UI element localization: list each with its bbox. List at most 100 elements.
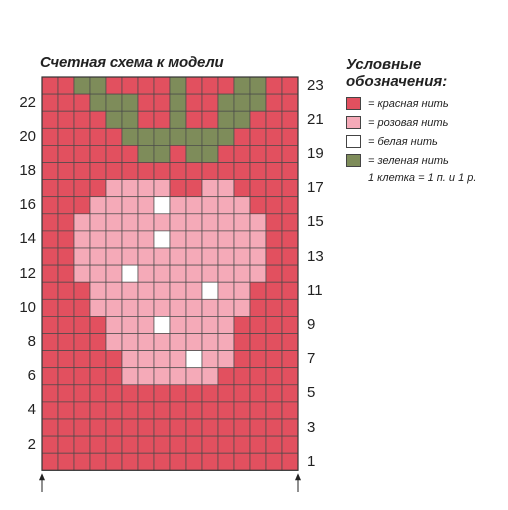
stitch-cell bbox=[169, 281, 187, 300]
stitch-cell bbox=[281, 281, 299, 300]
stitch-cell bbox=[169, 298, 187, 317]
legend-item-green: = зеленая нить bbox=[346, 153, 449, 168]
stitch-cell bbox=[217, 316, 235, 334]
stitch-cell bbox=[57, 196, 75, 215]
stitch-cell bbox=[169, 196, 187, 215]
legend-note: 1 клетка = 1 п. и 1 р. bbox=[368, 172, 477, 184]
stitch-cell bbox=[137, 435, 155, 454]
stitch-cell bbox=[73, 230, 91, 249]
stitch-cell bbox=[105, 367, 123, 386]
row-number-left: 12 bbox=[19, 264, 36, 282]
row-number-left: 10 bbox=[19, 298, 36, 316]
stitch-cell bbox=[185, 230, 203, 249]
row-number-right: 23 bbox=[307, 76, 324, 94]
stitch-cell bbox=[281, 401, 299, 420]
stitch-cell bbox=[153, 316, 171, 334]
stitch-cell bbox=[137, 401, 155, 420]
stitch-cell bbox=[201, 316, 219, 334]
stitch-cell bbox=[169, 452, 187, 471]
stitch-cell bbox=[41, 127, 59, 146]
stitch-cell bbox=[281, 76, 299, 95]
stitch-cell bbox=[73, 264, 91, 283]
stitch-cell bbox=[153, 281, 171, 300]
stitch-cell bbox=[137, 213, 155, 232]
stitch-cell bbox=[281, 264, 299, 283]
stitch-cell bbox=[265, 333, 283, 351]
stitch-cell bbox=[153, 196, 171, 215]
stitch-cell bbox=[73, 93, 91, 112]
stitch-cell bbox=[153, 110, 171, 129]
stitch-cell bbox=[281, 316, 299, 334]
stitch-cell bbox=[137, 316, 155, 334]
stitch-cell bbox=[265, 350, 283, 369]
stitch-cell bbox=[121, 264, 139, 283]
stitch-cell bbox=[169, 162, 187, 180]
legend-item-pink: = розовая нить bbox=[346, 115, 448, 130]
stitch-cell bbox=[57, 179, 75, 198]
stitch-cell bbox=[57, 213, 75, 232]
legend-title-line1: Условные bbox=[346, 56, 422, 73]
stitch-cell bbox=[169, 401, 187, 420]
stitch-cell bbox=[169, 384, 187, 403]
stitch-cell bbox=[217, 418, 235, 437]
stitch-cell bbox=[57, 76, 75, 95]
stitch-cell bbox=[89, 333, 107, 351]
row-number-right: 21 bbox=[307, 110, 324, 128]
stitch-cell bbox=[169, 230, 187, 249]
stitch-cell bbox=[265, 230, 283, 249]
stitch-cell bbox=[105, 418, 123, 437]
stitch-cell bbox=[201, 110, 219, 129]
stitch-cell bbox=[281, 196, 299, 215]
stitch-cell bbox=[185, 213, 203, 232]
stitch-cell bbox=[201, 247, 219, 266]
stitch-cell bbox=[41, 230, 59, 249]
stitch-cell bbox=[73, 316, 91, 334]
stitch-cell bbox=[201, 281, 219, 300]
stitch-cell bbox=[121, 298, 139, 317]
stitch-cell bbox=[185, 127, 203, 146]
stitch-cell bbox=[265, 162, 283, 180]
stitch-cell bbox=[233, 76, 251, 95]
stitch-cell bbox=[265, 110, 283, 129]
stitch-cell bbox=[185, 162, 203, 180]
stitch-cell bbox=[249, 76, 267, 95]
stitch-cell bbox=[153, 333, 171, 351]
row-number-right: 15 bbox=[307, 213, 324, 231]
legend-title: Условные обозначения: bbox=[346, 56, 447, 90]
stitch-cell bbox=[185, 264, 203, 283]
stitch-cell bbox=[41, 247, 59, 266]
stitch-cell bbox=[233, 298, 251, 317]
stitch-cell bbox=[249, 110, 267, 129]
stitch-cell bbox=[137, 230, 155, 249]
row-number-right: 3 bbox=[307, 418, 316, 436]
stitch-cell bbox=[73, 418, 91, 437]
legend-label-red: = красная нить bbox=[368, 97, 449, 110]
stitch-cell bbox=[57, 127, 75, 146]
stitch-cell bbox=[121, 196, 139, 215]
stitch-cell bbox=[201, 264, 219, 283]
stitch-cell bbox=[121, 179, 139, 198]
stitch-cell bbox=[41, 76, 59, 95]
stitch-cell bbox=[233, 247, 251, 266]
stitch-cell bbox=[281, 247, 299, 266]
stitch-cell bbox=[89, 179, 107, 198]
stitch-cell bbox=[249, 213, 267, 232]
stitch-cell bbox=[121, 162, 139, 180]
stitch-cell bbox=[73, 333, 91, 351]
stitch-cell bbox=[89, 162, 107, 180]
stitch-cell bbox=[121, 435, 139, 454]
stitch-cell bbox=[153, 76, 171, 95]
stitch-cell bbox=[89, 93, 107, 112]
stitch-cell bbox=[185, 298, 203, 317]
stitch-cell bbox=[41, 213, 59, 232]
stitch-cell bbox=[105, 162, 123, 180]
stitch-cell bbox=[233, 127, 251, 146]
stitch-cell bbox=[217, 452, 235, 471]
stitch-cell bbox=[137, 298, 155, 317]
stitch-cell bbox=[105, 230, 123, 249]
stitch-cell bbox=[153, 367, 171, 386]
stitch-cell bbox=[265, 179, 283, 198]
arrow-left-head-icon bbox=[39, 473, 45, 481]
stitch-cell bbox=[137, 452, 155, 471]
stitch-cell bbox=[201, 435, 219, 454]
